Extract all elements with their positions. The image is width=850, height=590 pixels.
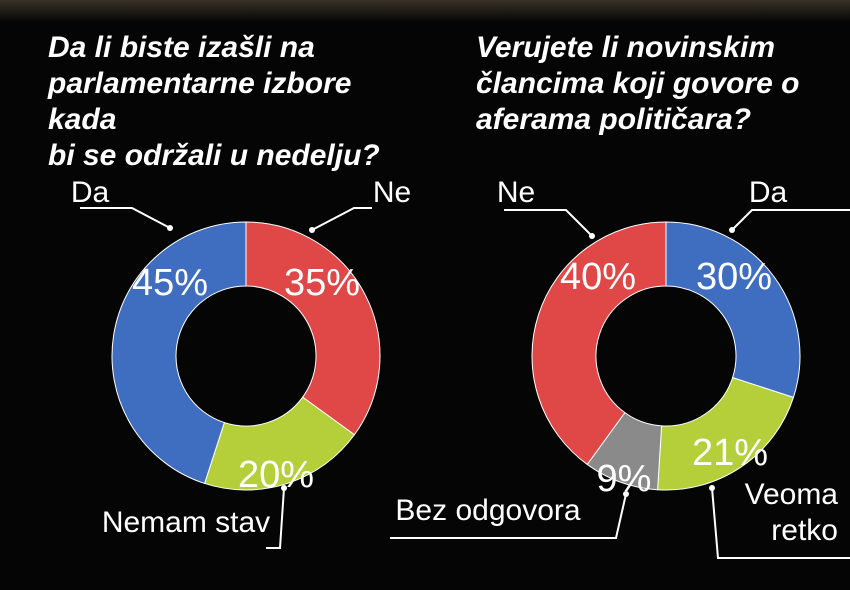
leader-dot-ne	[589, 233, 595, 239]
leader-dot-nemam-stav	[281, 485, 287, 491]
leader-line-ne	[311, 207, 372, 231]
leader-dot-ne	[309, 227, 315, 233]
leader-dot-veoma-retko	[709, 485, 715, 491]
donut-chart-1: 35% 20% 45% Ne Nemam stav Da	[71, 176, 411, 549]
category-label-nemam-stav: Nemam stav	[102, 506, 270, 539]
leader-line-nemam-stav	[266, 487, 285, 549]
value-label-veoma-retko: 21%	[692, 432, 768, 474]
slice-da	[665, 221, 801, 399]
value-label-nemam-stav: 20%	[238, 454, 314, 496]
value-label-ne: 40%	[560, 256, 636, 298]
leader-line-ne	[504, 209, 593, 237]
slice-nemam-stav	[203, 396, 356, 491]
leader-line-da	[80, 207, 171, 229]
top-background-band	[0, 0, 850, 22]
value-label-da: 30%	[696, 256, 772, 298]
slice-ne	[245, 221, 381, 436]
slice-da	[111, 221, 247, 485]
value-label-ne: 35%	[284, 262, 360, 304]
slice-veoma-retko	[657, 377, 795, 491]
slice-ne	[531, 221, 667, 466]
category-label-ne: Ne	[497, 176, 535, 209]
value-label-da: 45%	[132, 262, 208, 304]
category-label-veoma-retko: Veoma retko	[745, 478, 839, 547]
category-label-bez-odgovora: Bez odgovora	[395, 494, 580, 527]
leader-line-bez-odgovora	[390, 493, 627, 539]
leader-line-da	[731, 209, 850, 231]
leader-dot-da	[729, 227, 735, 233]
leader-line-veoma-retko	[711, 487, 850, 559]
category-label-da: Da	[71, 176, 110, 209]
category-label-ne: Ne	[373, 176, 411, 209]
category-label-da: Da	[749, 176, 788, 209]
chart-2-title: Verujete li novinskim člancima koji govo…	[476, 31, 800, 136]
leader-dot-bez-odgovora	[623, 491, 629, 497]
leader-dot-da	[167, 225, 173, 231]
chart-1-title: Da li biste izašli na parlamentarne izbo…	[48, 31, 380, 172]
